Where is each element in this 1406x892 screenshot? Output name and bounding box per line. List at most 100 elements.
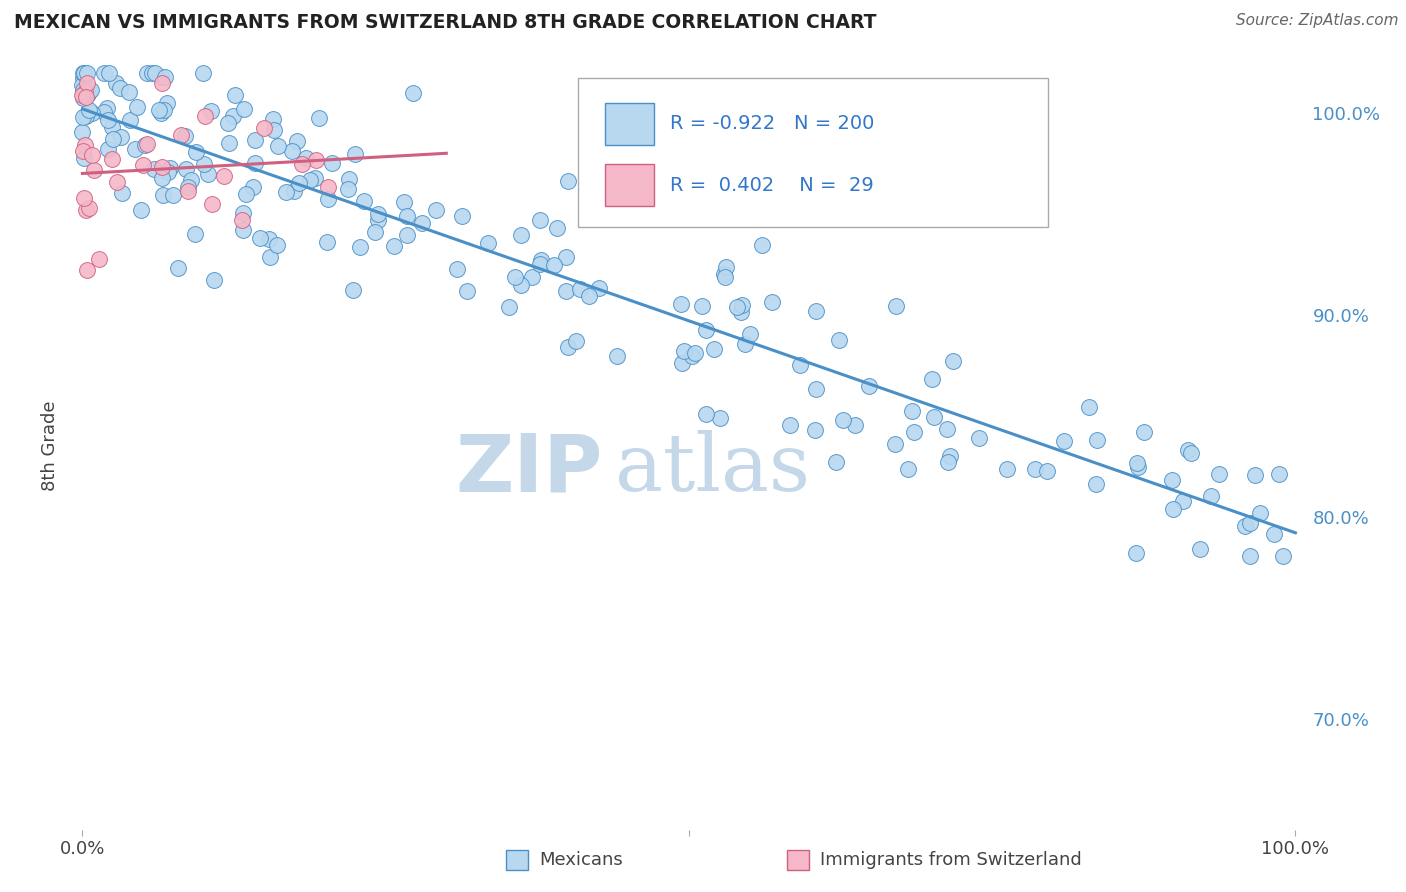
Point [569,282,592,296]
Point [367,207,389,221]
Point [1133,425,1156,439]
Point [555,250,578,264]
Point [103,131,125,145]
Point [291,157,314,171]
Point [709,411,731,425]
Point [150,106,173,120]
Point [803,423,825,437]
Point [118,85,141,99]
Point [425,202,447,217]
Point [152,188,174,202]
Point [281,145,304,159]
Point [1268,467,1291,482]
Point [83,163,105,178]
Point [554,284,576,298]
Point [367,213,389,227]
Point [298,172,321,186]
Point [98,65,121,79]
Point [80,106,103,120]
Point [150,170,173,185]
Point [156,96,179,111]
Point [411,216,433,230]
Point [186,145,208,160]
Point [1272,549,1295,563]
Point [1188,542,1211,557]
Point [96,101,118,115]
Point [253,121,276,136]
Point [825,455,848,469]
Point [498,301,520,315]
Point [243,156,266,170]
Point [520,269,543,284]
Point [731,298,754,312]
Point [105,175,128,189]
Point [337,182,360,196]
Point [153,103,176,117]
Point [148,103,170,118]
Point [1208,467,1230,481]
Point [75,85,97,99]
Point [202,273,225,287]
Point [162,188,184,202]
Point [108,81,131,95]
Point [167,261,190,276]
Point [76,263,98,277]
Point [1052,434,1074,449]
Point [231,213,253,227]
Point [1161,501,1184,516]
Point [342,283,364,297]
Point [110,130,132,145]
Point [349,240,371,254]
Point [316,192,339,206]
Point [73,83,96,97]
Point [267,138,290,153]
Point [111,186,134,201]
Point [1180,446,1202,460]
Point [692,299,714,313]
Point [546,220,568,235]
Point [713,267,735,281]
Point [218,136,240,150]
Point [714,260,737,274]
Point [557,340,579,354]
Point [224,87,246,102]
Point [505,270,527,285]
Point [72,88,94,103]
Point [858,379,880,393]
Point [132,158,155,172]
Point [734,337,756,351]
Point [844,417,866,432]
Point [921,372,943,386]
FancyBboxPatch shape [578,78,1047,227]
Point [1239,549,1261,564]
Point [751,237,773,252]
Point [72,78,94,92]
Point [321,156,343,170]
Point [131,202,153,217]
Point [828,333,851,347]
Point [396,228,419,243]
Point [967,431,990,445]
Text: R = -0.922   N = 200: R = -0.922 N = 200 [671,114,875,133]
Point [89,252,111,266]
Point [201,197,224,211]
Point [93,105,115,120]
Point [72,191,94,205]
Point [76,65,98,79]
Point [143,66,166,80]
Y-axis label: 8th Grade: 8th Grade [41,401,59,491]
Point [127,100,149,114]
FancyBboxPatch shape [605,164,654,206]
Point [695,407,717,421]
Point [262,112,284,126]
Point [669,296,692,310]
Point [97,112,120,127]
Point [75,109,97,123]
Point [671,356,693,370]
Point [530,253,553,268]
Point [80,148,103,162]
Point [73,138,96,153]
Point [831,413,853,427]
Text: Mexicans: Mexicans [538,851,623,869]
Point [93,65,115,79]
